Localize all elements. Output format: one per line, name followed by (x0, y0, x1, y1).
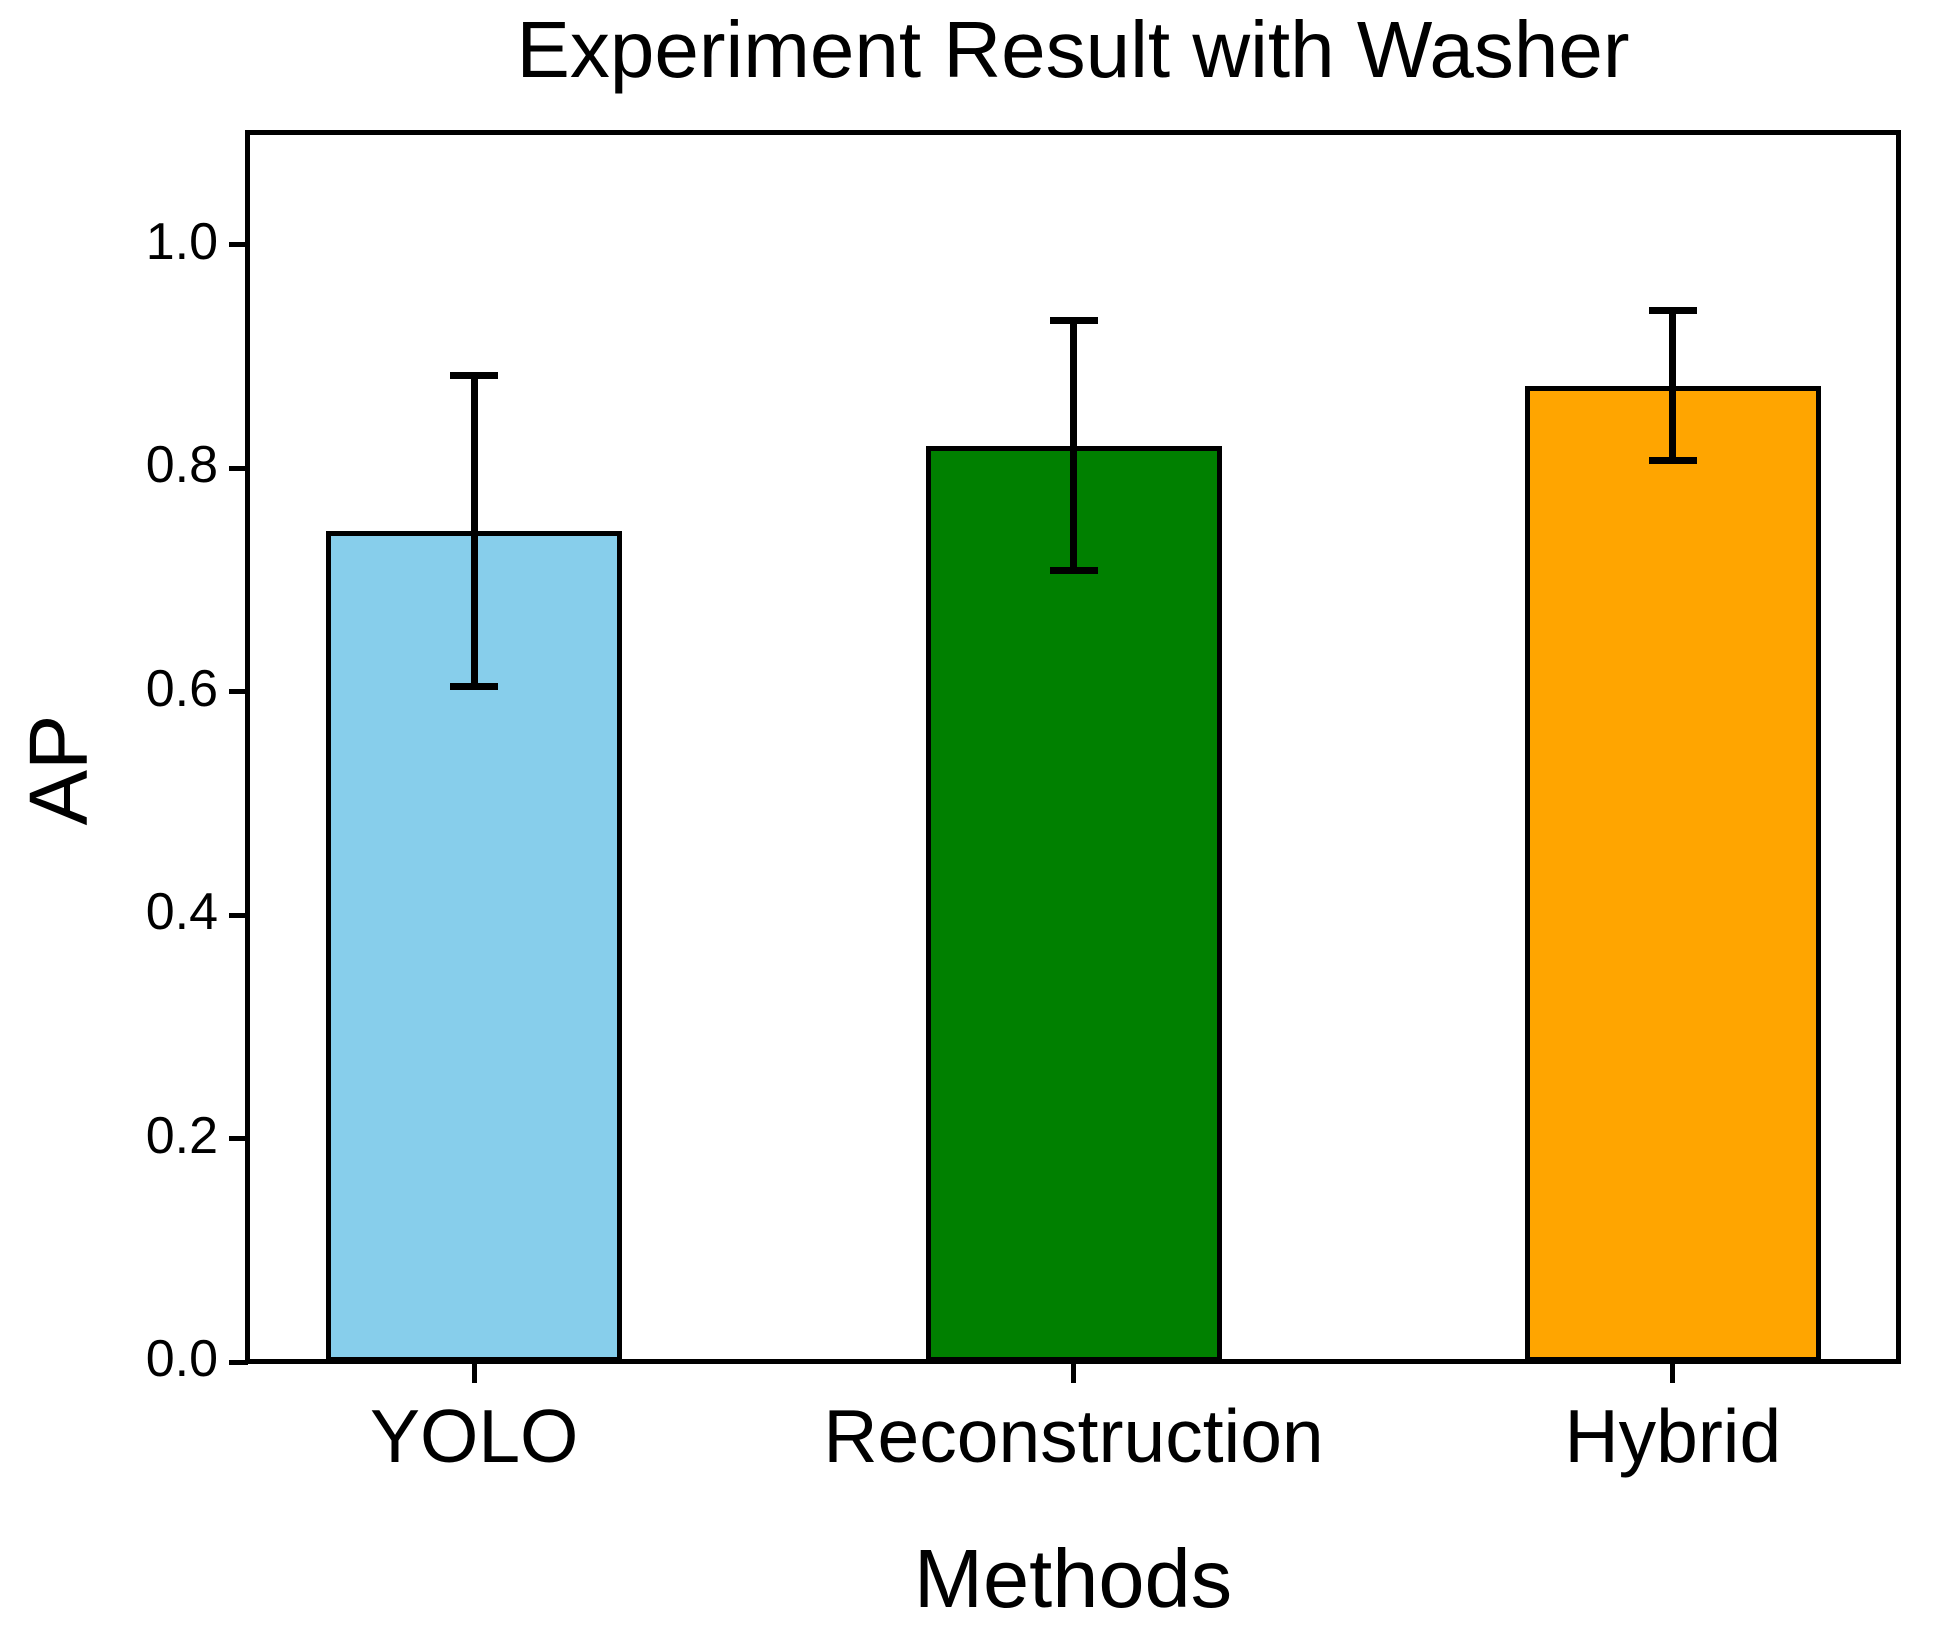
error-bar-bottom-cap-hybrid (1648, 456, 1697, 464)
y-tick-label-0.4: 0.4 (145, 883, 218, 942)
error-bar-top-cap-hybrid (1648, 307, 1697, 315)
x-tick-yolo (471, 1364, 477, 1383)
error-bar-top-cap-reconstruction (1049, 317, 1098, 325)
y-tick-label-0.8: 0.8 (145, 436, 218, 495)
bar-hybrid (1524, 385, 1821, 1362)
bar-reconstruction (925, 445, 1222, 1362)
y-tick-label-1.0: 1.0 (145, 212, 218, 271)
y-tick-1.0 (229, 242, 248, 248)
chart-title: Experiment Result with Washer (516, 5, 1630, 94)
x-tick-hybrid (1670, 1364, 1676, 1383)
error-bar-top-cap-yolo (450, 371, 499, 379)
error-bar-line-reconstruction (1070, 320, 1077, 571)
x-tick-label-yolo: YOLO (369, 1394, 579, 1478)
x-tick-label-reconstruction: Reconstruction (823, 1394, 1324, 1478)
y-tick-label-0.6: 0.6 (145, 659, 218, 718)
x-tick-label-hybrid: Hybrid (1564, 1394, 1782, 1478)
y-tick-0.2 (229, 1136, 248, 1142)
y-tick-label-0.2: 0.2 (145, 1106, 218, 1165)
y-tick-0.0 (229, 1359, 248, 1365)
y-axis-label: AP (11, 714, 105, 826)
y-tick-0.4 (229, 912, 248, 918)
x-axis-label: Methods (913, 1532, 1233, 1625)
y-tick-label-0.0: 0.0 (145, 1330, 218, 1388)
y-tick-0.6 (229, 689, 248, 695)
error-bar-line-hybrid (1669, 310, 1677, 461)
error-bar-bottom-cap-yolo (450, 682, 499, 690)
x-tick-reconstruction (1071, 1364, 1076, 1383)
y-tick-0.8 (229, 465, 248, 471)
error-bar-bottom-cap-reconstruction (1049, 567, 1098, 575)
error-bar-line-yolo (470, 375, 478, 687)
